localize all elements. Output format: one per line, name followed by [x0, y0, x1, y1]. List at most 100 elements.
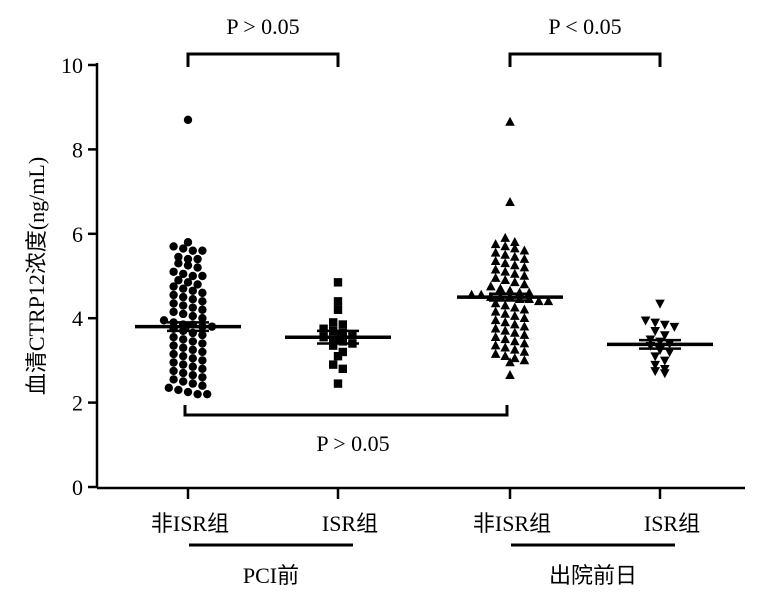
data-point [179, 335, 188, 344]
data-point [188, 295, 197, 304]
data-point [500, 350, 510, 360]
data-point [510, 260, 520, 270]
significance-brackets: P > 0.05 P < 0.05 P > 0.05 [183, 14, 662, 456]
data-point [490, 340, 501, 350]
data-point [519, 355, 530, 365]
data-point [179, 284, 188, 293]
data-point [348, 330, 357, 340]
data-point [500, 241, 510, 251]
data-point [183, 261, 193, 270]
data-point [169, 375, 178, 384]
data-point [169, 242, 178, 251]
data-point [505, 196, 515, 206]
data-point [543, 296, 554, 306]
data-point [198, 339, 207, 348]
data-point [169, 290, 178, 300]
group-labels: PCI前 出院前日 [189, 543, 675, 588]
data-point [510, 336, 520, 346]
data-point [179, 377, 188, 386]
data-point [519, 262, 530, 272]
data-point [159, 316, 169, 325]
data-point [495, 283, 506, 293]
data-point [198, 246, 207, 255]
data-point [188, 345, 197, 355]
y-tick-label: 6 [72, 222, 83, 247]
data-point [333, 278, 343, 287]
data-point [198, 373, 207, 382]
data-point [198, 314, 207, 323]
data-point [188, 303, 197, 312]
data-point [490, 298, 501, 308]
data-point [188, 337, 197, 346]
data-point [198, 297, 207, 306]
y-tick-label: 10 [61, 53, 83, 78]
data-point [660, 369, 670, 379]
data-point [519, 245, 530, 255]
data-point [519, 279, 530, 289]
significance-bracket [183, 405, 509, 417]
data-points [159, 115, 680, 399]
group-label: PCI前 [243, 563, 299, 588]
data-point [174, 385, 183, 395]
data-point [490, 247, 501, 257]
category-labels: 非ISR组 ISR组 非ISR组 ISR组 [151, 511, 700, 536]
mean-sem-bars [135, 292, 713, 350]
data-point [490, 256, 501, 266]
data-point [198, 364, 207, 374]
data-point [510, 344, 520, 354]
data-point [500, 325, 510, 335]
data-point [319, 324, 328, 333]
data-point [179, 244, 188, 253]
data-point [660, 320, 670, 330]
data-point [650, 367, 660, 377]
data-point [183, 115, 193, 125]
data-point [519, 270, 530, 280]
data-point [519, 338, 530, 348]
data-point [505, 116, 515, 126]
data-point [500, 317, 510, 327]
data-point [198, 288, 207, 298]
data-point [188, 311, 197, 321]
data-point [179, 343, 188, 352]
data-point [183, 254, 193, 264]
data-point [500, 232, 510, 242]
data-point [169, 299, 178, 308]
data-point [169, 366, 178, 376]
data-point [510, 302, 520, 312]
data-point [510, 327, 520, 337]
significance-label: P > 0.05 [226, 14, 299, 39]
data-point [333, 305, 343, 314]
data-point [193, 254, 202, 264]
data-point [169, 267, 178, 276]
data-point [500, 308, 510, 318]
data-point [650, 352, 660, 362]
data-point [519, 321, 530, 331]
data-point [510, 319, 520, 329]
data-point [188, 246, 197, 255]
data-point [338, 347, 347, 357]
data-point [660, 356, 670, 366]
data-point [338, 320, 347, 329]
data-point [490, 331, 501, 341]
x-ticks [186, 488, 662, 499]
data-point [179, 292, 188, 302]
y-tick-label: 4 [72, 306, 83, 331]
data-point [655, 299, 665, 309]
data-point [519, 329, 530, 339]
data-point [198, 305, 207, 314]
category-label: 非ISR组 [473, 511, 551, 536]
data-point [203, 389, 212, 399]
data-point [510, 243, 520, 253]
data-point [179, 368, 188, 378]
data-point [510, 237, 520, 247]
data-point [183, 387, 193, 397]
data-point [534, 296, 544, 306]
data-point [510, 277, 520, 287]
data-point [500, 266, 510, 276]
data-point [500, 300, 510, 310]
data-point [333, 351, 343, 361]
data-point [169, 358, 178, 367]
data-point [510, 251, 520, 261]
data-point [333, 379, 343, 388]
